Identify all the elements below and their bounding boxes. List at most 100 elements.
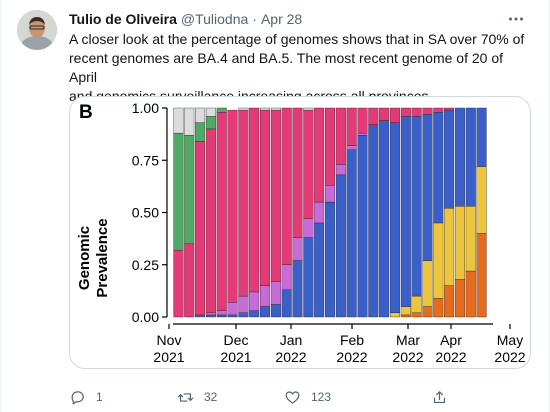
bar-segment (422, 260, 433, 307)
bar-segment (216, 310, 227, 316)
bar-segment (292, 237, 303, 261)
timestamp[interactable]: Apr 28 (260, 11, 303, 27)
more-options-button[interactable] (505, 8, 527, 30)
y-axis: 0.00 0.25 0.50 0.75 1.00 (132, 100, 168, 325)
x-tick-label-month: Jan (280, 332, 303, 348)
bar-segment (357, 107, 368, 134)
bar-segment (444, 285, 455, 318)
bar-segment (389, 122, 400, 313)
bar-segment (184, 243, 195, 318)
x-tick-label-month: Feb (340, 332, 364, 348)
bar-segment (444, 109, 455, 209)
bar-segment (281, 107, 292, 265)
bar-segment (411, 116, 422, 297)
heart-icon (285, 390, 300, 404)
bar-segment (335, 107, 346, 165)
bar-segment (389, 312, 400, 318)
bar-segment (303, 237, 314, 318)
bar-segment (281, 289, 292, 318)
bar-segment (422, 306, 433, 318)
y-axis-label-line2: Prevalence (94, 218, 111, 297)
bar-segment (454, 279, 465, 318)
bar-segment (270, 304, 281, 318)
bar-segment (400, 107, 411, 117)
bar-segment (249, 310, 260, 318)
panel-label: B (79, 102, 93, 123)
bar-segment (270, 281, 281, 305)
x-tick-label-year: 2022 (336, 349, 367, 365)
bar-segment (454, 107, 465, 207)
tweet-text: A closer look at the percentage of genom… (69, 31, 525, 104)
bar-segment (476, 107, 487, 167)
author-name[interactable]: Tulio de Oliveira (69, 11, 177, 27)
bar-segment (173, 107, 184, 134)
avatar[interactable] (17, 10, 57, 50)
like-count: 123 (311, 390, 332, 404)
tweet-media-chart[interactable]: B Genomic Prevalence 0.00 0.25 0.50 0.75 1.0… (69, 96, 531, 369)
x-tick-label-year: 2022 (275, 349, 306, 365)
bar-segment (325, 185, 335, 203)
separator-dot: · (252, 11, 257, 27)
retweet-button[interactable]: 32 (177, 386, 217, 408)
bar-segment (433, 112, 444, 224)
bar-segment (314, 201, 325, 224)
bar-segment (205, 314, 216, 318)
bar-segment (249, 107, 260, 293)
bar-segment (379, 120, 390, 318)
bar-segment (422, 114, 433, 261)
bar-segment (227, 302, 238, 316)
bar-segment (368, 124, 379, 318)
bar-segment (260, 306, 271, 318)
x-tick-label-month: Apr (440, 332, 462, 348)
x-tick-label-year: 2021 (153, 349, 184, 365)
x-tick-label-month: Nov (157, 332, 182, 348)
bar-segment (281, 264, 292, 291)
bar-segment (195, 107, 206, 123)
bar-segment (184, 134, 195, 245)
share-button[interactable] (431, 386, 448, 408)
bar-segment (238, 109, 249, 297)
bar-segment (260, 107, 271, 111)
bar-segment (238, 107, 249, 111)
bar-segment (314, 222, 325, 318)
author-handle[interactable]: @Tuliodna (180, 11, 249, 27)
x-axis: Nov2021Dec2021Jan2022Feb2022Mar2022Apr20… (153, 323, 526, 365)
more-horizontal-icon (509, 17, 523, 21)
bar-segment (260, 109, 271, 286)
reply-count: 1 (96, 390, 103, 404)
bar-segment (476, 166, 487, 234)
bar-segment (216, 112, 227, 311)
bar-segment (216, 314, 227, 318)
y-tick-label: 0.00 (132, 309, 159, 325)
x-tick-label-month: Mar (396, 332, 420, 348)
bar-segment (400, 116, 411, 307)
like-button[interactable]: 123 (284, 386, 331, 408)
bar-segment (227, 314, 238, 318)
bar-segment (238, 295, 249, 313)
bar-segment (238, 312, 249, 318)
bar-segment (205, 116, 216, 130)
bar-segment (400, 306, 411, 316)
bar-segment (335, 174, 346, 318)
bar-segment (260, 285, 271, 307)
genomic-prevalence-chart: B Genomic Prevalence 0.00 0.25 0.50 0.75 1.0… (76, 100, 526, 365)
bar-segment (195, 122, 206, 142)
y-tick-label: 0.25 (132, 257, 159, 273)
x-tick-label-year: 2022 (435, 349, 466, 365)
bar-segment (465, 206, 476, 272)
bar-segment (195, 314, 206, 318)
bar-segment (303, 218, 314, 238)
bar-segment (454, 206, 465, 280)
y-tick-label: 0.75 (132, 152, 159, 168)
bar-segment (292, 107, 303, 238)
bar-segment (292, 260, 303, 318)
share-icon (433, 390, 446, 403)
avatar-photo (17, 10, 57, 50)
bar-segment (411, 107, 422, 117)
bar-segment (173, 132, 184, 251)
bar-segment (433, 222, 444, 299)
reply-button[interactable]: 1 (69, 386, 103, 408)
bar-segment (325, 201, 335, 318)
bar-segment (346, 145, 357, 150)
